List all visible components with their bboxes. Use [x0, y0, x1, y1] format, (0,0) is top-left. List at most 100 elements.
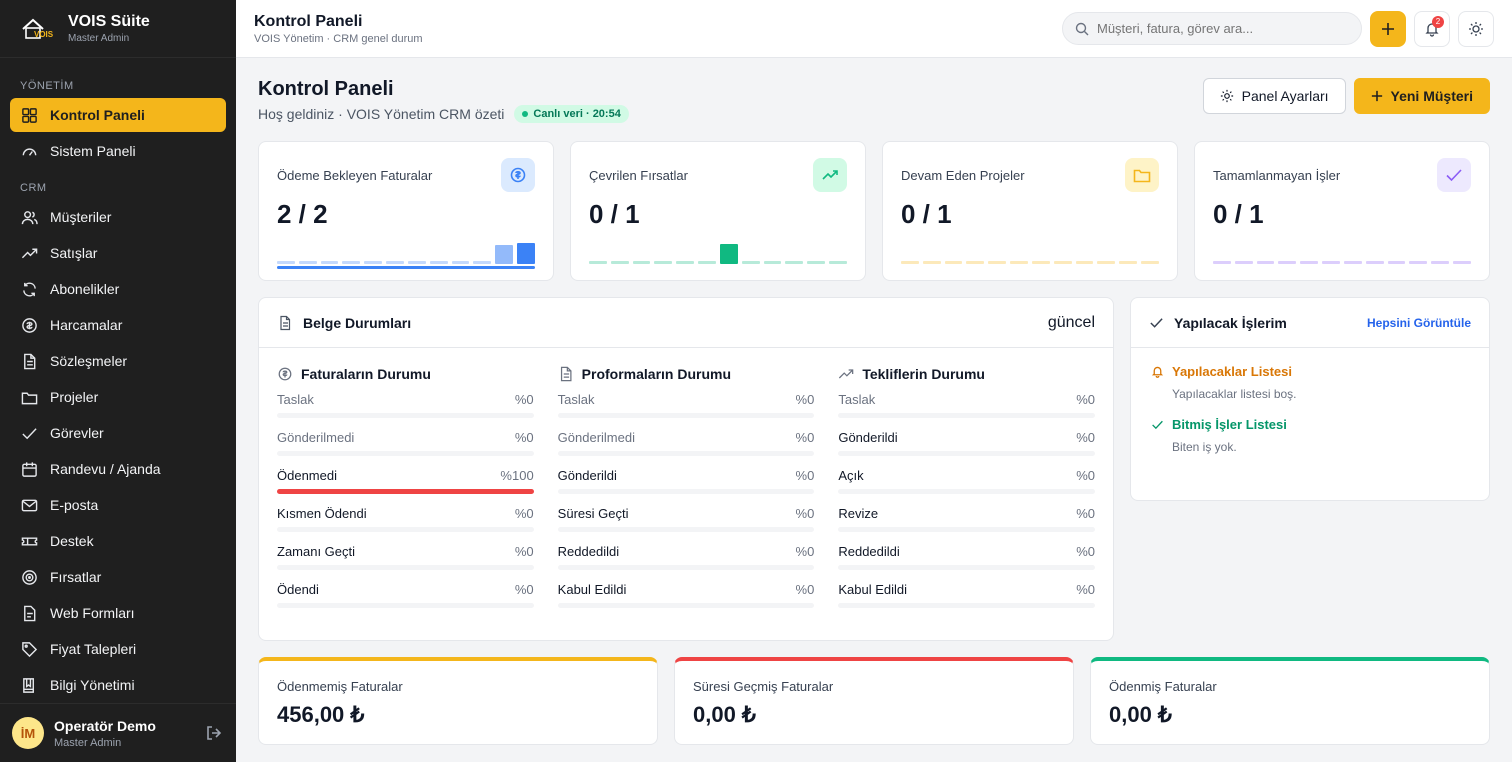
brand-subtitle: Master Admin [68, 33, 130, 44]
sidebar-item-harcamalar[interactable]: Harcamalar [10, 308, 226, 342]
search-box[interactable] [1062, 12, 1362, 45]
sidebar-item-abonelikler[interactable]: Abonelikler [10, 272, 226, 306]
spark-bar [589, 261, 607, 264]
status-label: Kabul Edildi [838, 582, 907, 597]
todo-list[interactable]: Yapılacaklar Listesi Yapılacaklar listesi… [1131, 364, 1489, 401]
spark-bar [407, 261, 426, 264]
spark-bar [1141, 261, 1159, 264]
status-row: Reddedildi %0 [557, 544, 815, 582]
view-all-link[interactable]: Hepsini Görüntüle [1366, 315, 1471, 330]
status-row: Reddedildi %0 [838, 544, 1096, 582]
sidebar-item-label: Randevu / Ajanda [50, 461, 161, 477]
spark-bar [1343, 261, 1362, 264]
check-icon [1446, 169, 1462, 182]
spark-bar [1097, 261, 1116, 264]
sidebar-item-kontrol-paneli[interactable]: Kontrol Paneli [10, 98, 226, 132]
sidebar-section-label: CRM [20, 182, 47, 194]
status-label: Gönderilmedi [277, 430, 355, 445]
kpi-card[interactable]: Devam Eden Projeler 0 / 1 [882, 141, 1178, 281]
total-card[interactable]: Ödenmemiş Faturalar 456,00 ₺ [258, 657, 658, 745]
kpi-sparkline [1213, 242, 1471, 264]
sidebar-item-fırsatlar[interactable]: Fırsatlar [10, 560, 226, 594]
spark-bar [966, 261, 985, 264]
sidebar-item-label: Abonelikler [50, 281, 120, 297]
logout-icon[interactable] [204, 723, 224, 743]
sidebar-item-label: Harcamalar [50, 317, 123, 333]
kpi-card[interactable]: Çevrilen Fırsatlar 0 / 1 [570, 141, 866, 281]
sidebar-item-e-posta[interactable]: E-posta [10, 488, 226, 522]
spark-bar [342, 261, 361, 264]
status-bar [838, 565, 1096, 570]
status-label: Revize [838, 506, 879, 521]
live-badge-label: Canlı veri · 20:54 [533, 108, 621, 120]
document-status-column: Proformaların Durumu Taslak %0 Gönderilmedi… [557, 366, 815, 620]
sidebar-item-label: Satışlar [50, 245, 98, 261]
status-label: Kabul Edildi [557, 582, 627, 597]
sidebar-item-görevler[interactable]: Görevler [10, 416, 226, 450]
status-bar [838, 489, 1096, 494]
kpi-value: 0 / 1 [589, 199, 640, 229]
status-percent: %0 [795, 582, 815, 597]
sidebar-item-projeler[interactable]: Projeler [10, 380, 226, 414]
spark-bar [1031, 261, 1050, 264]
status-row: Gönderildi %0 [838, 430, 1096, 468]
plus-icon [1371, 90, 1382, 102]
document-icon [560, 366, 572, 382]
theme-toggle-button[interactable] [1458, 10, 1494, 47]
live-badge: Canlı veri · 20:54 [514, 105, 629, 123]
sidebar-item-label: Projeler [50, 389, 99, 405]
status-label: Açık [838, 468, 864, 483]
new-customer-button[interactable]: Yeni Müşteri [1353, 78, 1490, 114]
bell-icon [1151, 366, 1164, 378]
brand[interactable]: VOIS VOIS Süite Master Admin [0, 0, 236, 58]
topbar-title: Kontrol Paneli [254, 12, 363, 30]
sidebar-item-fiyat-talepleri[interactable]: Fiyat Talepleri [10, 632, 226, 666]
spark-bar [1010, 261, 1028, 264]
topbar-subtitle: VOIS Yönetim · CRM genel durum [254, 32, 423, 45]
kpi-value: 0 / 1 [1213, 199, 1264, 229]
sidebar-item-destek[interactable]: Destek [10, 524, 226, 558]
status-percent: %0 [795, 392, 815, 407]
kpi-card[interactable]: Tamamlanmayan İşler 0 / 1 [1194, 141, 1490, 281]
user-role: Master Admin [54, 736, 122, 749]
search-input[interactable] [1097, 21, 1337, 36]
spark-bar [298, 261, 317, 264]
book-icon [23, 677, 34, 693]
notifications-button[interactable]: 2 [1414, 10, 1450, 47]
spark-bar [1234, 261, 1253, 264]
sidebar-item-web-formları[interactable]: Web Formları [10, 596, 226, 630]
status-percent: %0 [1076, 392, 1096, 407]
status-row: Taslak %0 [838, 392, 1096, 430]
sidebar-item-sistem-paneli[interactable]: Sistem Paneli [10, 134, 226, 168]
quick-add-button[interactable] [1370, 10, 1406, 47]
total-card[interactable]: Süresi Geçmiş Faturalar 0,00 ₺ [674, 657, 1074, 745]
status-bar [277, 565, 534, 570]
sidebar-item-müşteriler[interactable]: Müşteriler [10, 200, 226, 234]
status-bar [277, 451, 534, 456]
avatar[interactable]: İM [12, 717, 44, 749]
kpi-icon-box [501, 158, 535, 192]
spark-bar [1256, 261, 1275, 264]
page-title: Kontrol Paneli [258, 78, 394, 100]
status-percent: %0 [795, 506, 815, 521]
panel-settings-button[interactable]: Panel Ayarları [1202, 78, 1346, 114]
todo-list[interactable]: Bitmiş İşler Listesi Biten iş yok. [1131, 417, 1489, 454]
spark-bar [741, 261, 760, 264]
sidebar-item-bilgi-yönetimi[interactable]: Bilgi Yönetimi [10, 668, 226, 702]
spark-bar [654, 261, 673, 264]
sidebar-item-label: Sözleşmeler [50, 353, 128, 369]
kpi-card[interactable]: Ödeme Bekleyen Faturalar 2 / 2 [258, 141, 554, 281]
kpi-icon-box [1125, 158, 1159, 192]
sidebar-item-satışlar[interactable]: Satışlar [10, 236, 226, 270]
status-label: Ödendi [277, 582, 319, 597]
total-card[interactable]: Ödenmiş Faturalar 0,00 ₺ [1090, 657, 1490, 745]
status-label: Gönderildi [838, 430, 898, 445]
sidebar-item-label: Web Formları [50, 605, 135, 621]
kpi-sparkline [901, 242, 1159, 264]
kpi-label: Tamamlanmayan İşler [1213, 168, 1341, 183]
sidebar-item-sözleşmeler[interactable]: Sözleşmeler [10, 344, 226, 378]
trending-up-icon [822, 170, 838, 180]
spark-bar [1300, 261, 1319, 264]
ticket-icon [21, 536, 38, 546]
sidebar-item-randevu-ajanda[interactable]: Randevu / Ajanda [10, 452, 226, 486]
